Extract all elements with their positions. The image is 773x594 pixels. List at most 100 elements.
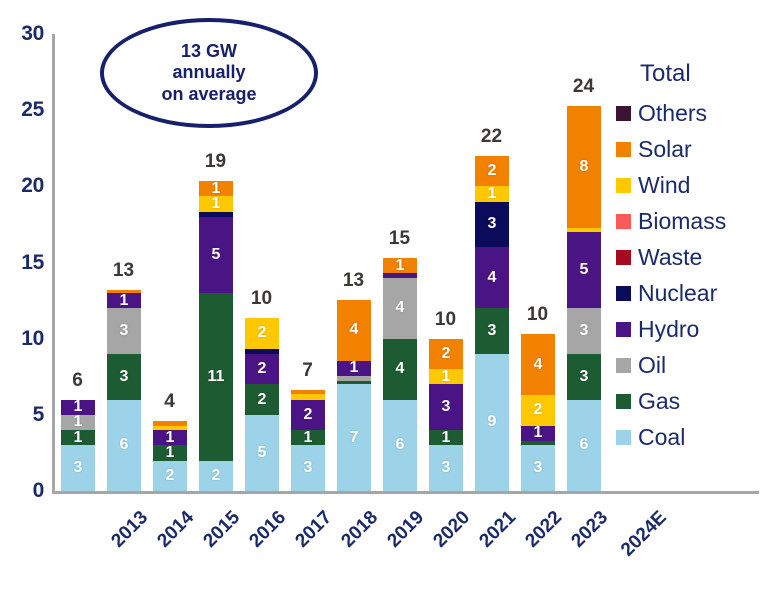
bar-segment-oil[interactable]: 4	[383, 277, 417, 339]
stacked-bar[interactable]: 2 1 3	[291, 389, 325, 491]
bar-segment-solar[interactable]: 2	[475, 155, 509, 187]
bar-segment-coal[interactable]: 5	[245, 414, 279, 491]
bar-group-2014[interactable]: 1 3 3 6 13	[101, 34, 146, 491]
bar-segment-hydro[interactable]: 5	[199, 216, 233, 293]
bar-group-2023[interactable]: 4 2 1 3 10	[515, 34, 560, 491]
stacked-bar[interactable]: 1 1 5 11 2	[199, 181, 233, 491]
legend-item-others[interactable]: Others	[616, 95, 773, 131]
bar-segment-gas[interactable]: 4	[383, 338, 417, 400]
bar-segment-coal[interactable]: 7	[337, 384, 371, 491]
bar-segment-hydro[interactable]: 4	[475, 247, 509, 309]
stacked-bar[interactable]: 2 1 3 1 3	[429, 338, 463, 491]
annotation-ellipse: 13 GW annually on average	[100, 18, 318, 128]
stacked-bar[interactable]: 2 2 2 5	[245, 318, 279, 491]
bar-segment-oil[interactable]	[337, 376, 371, 381]
bar-segment-gas[interactable]: 11	[199, 292, 233, 461]
bar-segment-gas[interactable]: 1	[153, 445, 187, 461]
legend-item-biomass[interactable]: Biomass	[616, 203, 773, 239]
bar-segment-coal[interactable]: 2	[199, 460, 233, 491]
bar-segment-gas[interactable]: 1	[61, 430, 95, 446]
stacked-bar[interactable]: 2 1 3 4 3 9	[475, 155, 509, 491]
bar-segment-value: 6	[119, 436, 129, 454]
bar-segment-coal[interactable]: 6	[383, 399, 417, 491]
bar-segment-hydro[interactable]: 1	[153, 430, 187, 446]
bar-segment-solar[interactable]	[107, 289, 141, 294]
legend-item-hydro[interactable]: Hydro	[616, 311, 773, 347]
bar-segment-wind[interactable]: 1	[429, 369, 463, 385]
bar-segment-solar[interactable]	[153, 420, 187, 426]
bar-group-2018[interactable]: 2 1 3 7	[285, 34, 330, 491]
bar-segment-wind[interactable]	[291, 394, 325, 400]
bar-segment-nuclear[interactable]	[199, 211, 233, 217]
bar-segment-solar[interactable]: 4	[521, 334, 555, 396]
bar-group-2021[interactable]: 2 1 3 1 3 10	[423, 34, 468, 491]
bar-segment-coal[interactable]: 6	[567, 399, 601, 491]
bar-segment-nuclear[interactable]: 3	[475, 201, 509, 248]
bar-segment-coal[interactable]: 3	[291, 445, 325, 491]
bar-segment-solar[interactable]: 2	[429, 338, 463, 370]
bar-segment-hydro[interactable]: 1	[107, 293, 141, 309]
bar-segment-gas[interactable]: 2	[245, 384, 279, 415]
bar-segment-wind[interactable]: 1	[199, 196, 233, 212]
bar-segment-gas[interactable]: 3	[475, 308, 509, 354]
bar-segment-coal[interactable]: 3	[521, 445, 555, 491]
annotation-line-1: 13 GW	[180, 41, 237, 62]
bar-segment-hydro[interactable]: 3	[429, 384, 463, 431]
bar-segment-gas[interactable]: 1	[291, 430, 325, 446]
bar-segment-coal[interactable]: 3	[61, 445, 95, 491]
bar-segment-wind[interactable]: 2	[521, 395, 555, 426]
bar-segment-coal[interactable]: 6	[107, 399, 141, 491]
bar-segment-hydro[interactable]: 5	[567, 232, 601, 309]
bar-segment-gas[interactable]: 3	[567, 353, 601, 400]
stacked-bar[interactable]: 1 3 3 6	[107, 289, 141, 491]
legend-item-solar[interactable]: Solar	[616, 131, 773, 167]
bar-segment-solar[interactable]	[291, 389, 325, 395]
bar-segment-gas[interactable]: 1	[429, 430, 463, 446]
x-axis-tick-2021: 2021	[475, 507, 521, 552]
bar-segment-gas[interactable]	[521, 440, 555, 446]
legend-item-oil[interactable]: Oil	[616, 347, 773, 383]
bar-segment-solar[interactable]: 4	[337, 299, 371, 361]
stacked-bar[interactable]: 8 5 3 3 6	[567, 105, 601, 491]
bar-segment-hydro[interactable]: 1	[521, 425, 555, 441]
bar-segment-hydro[interactable]: 1	[61, 399, 95, 415]
legend-item-wind[interactable]: Wind	[616, 167, 773, 203]
legend-item-waste[interactable]: Waste	[616, 239, 773, 275]
bar-segment-wind[interactable]: 1	[475, 186, 509, 202]
bar-segment-solar[interactable]: 1	[199, 181, 233, 197]
bar-segment-wind[interactable]	[153, 425, 187, 431]
stacked-bar[interactable]: 1 4 4 6	[383, 257, 417, 491]
bar-segment-coal[interactable]: 3	[429, 445, 463, 491]
bar-group-2022[interactable]: 2 1 3 4 3 9 22	[469, 34, 514, 491]
bar-segment-coal[interactable]: 2	[153, 460, 187, 491]
bar-segment-oil[interactable]: 3	[107, 308, 141, 354]
bar-segment-wind[interactable]	[567, 227, 601, 233]
bar-segment-gas[interactable]: 3	[107, 353, 141, 400]
bar-segment-gas[interactable]	[337, 380, 371, 385]
stacked-bar[interactable]: 4 1 7	[337, 299, 371, 491]
bar-group-2016[interactable]: 1 1 5 11 2 19	[193, 34, 238, 491]
bar-segment-oil[interactable]: 3	[567, 308, 601, 354]
bar-segment-oil[interactable]: 1	[61, 414, 95, 431]
bar-segment-hydro[interactable]: 2	[291, 399, 325, 431]
bar-group-2019[interactable]: 4 1 7 13	[331, 34, 376, 491]
legend-item-gas[interactable]: Gas	[616, 383, 773, 419]
stacked-bar[interactable]: 4 2 1 3	[521, 334, 555, 491]
x-axis-tick-2020: 2020	[429, 507, 475, 552]
legend-item-nuclear[interactable]: Nuclear	[616, 275, 773, 311]
bar-segment-nuclear[interactable]	[245, 348, 279, 354]
bar-group-2020[interactable]: 1 4 4 6 15	[377, 34, 422, 491]
bar-segment-hydro[interactable]	[383, 273, 417, 278]
bar-segment-hydro[interactable]: 1	[337, 360, 371, 377]
bar-segment-coal[interactable]: 9	[475, 353, 509, 491]
bar-segment-value: 1	[73, 430, 83, 446]
legend-item-coal[interactable]: Coal	[616, 419, 773, 455]
bar-group-2024E[interactable]: 8 5 3 3 6 24	[561, 34, 606, 491]
bar-segment-wind[interactable]: 2	[245, 318, 279, 349]
bar-segment-hydro[interactable]: 2	[245, 353, 279, 385]
bar-segment-solar[interactable]: 8	[567, 105, 601, 228]
bar-segment-solar[interactable]: 1	[383, 257, 417, 274]
